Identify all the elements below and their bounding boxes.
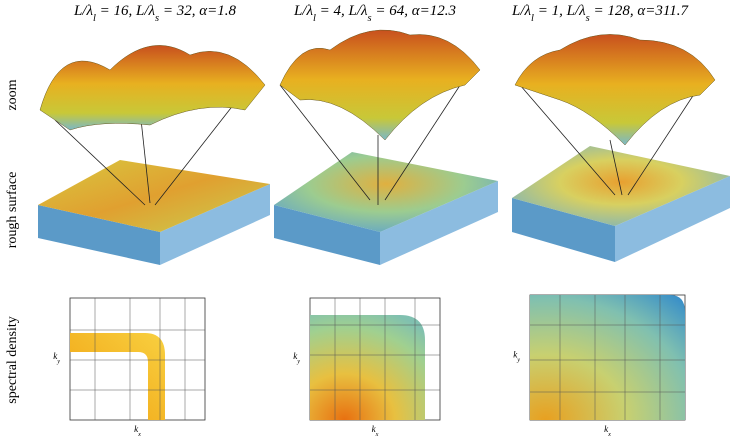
x-axis-label: kx	[604, 424, 611, 438]
subscript: x	[375, 431, 379, 438]
subscript: x	[607, 431, 611, 438]
spectral-plot	[70, 298, 205, 420]
figure: L/λl = 16, L/λs = 32, α=1.8 L/λl = 4, L/λ…	[0, 0, 740, 444]
surface-1	[38, 160, 270, 265]
x-axis-label: kx	[372, 424, 379, 438]
row-labels: zoom rough surface spectral density	[5, 79, 20, 403]
column-title: L/λl = 1, L/λs = 128, α=311.7	[511, 3, 689, 24]
spectral-plot	[310, 298, 440, 420]
column-title: L/λl = 16, L/λs = 32, α=1.8	[73, 3, 237, 24]
text-run: = 32, α=1.8	[159, 3, 236, 19]
row-label: spectral density	[5, 316, 20, 403]
zoom-surface	[515, 34, 715, 145]
text-run: = 128, α=311.7	[590, 3, 690, 19]
row-label: zoom	[5, 79, 20, 110]
subscript: x	[137, 431, 141, 438]
subscript: y	[516, 356, 520, 363]
column-title: L/λl = 4, L/λs = 64, α=12.3	[293, 3, 456, 24]
y-axis-label: ky	[513, 350, 520, 364]
y-axis-label: ky	[293, 351, 300, 365]
text-run: L/λ	[293, 3, 314, 19]
text-run: = 64, α=12.3	[372, 3, 456, 19]
x-axis-label: kx	[134, 424, 141, 438]
column-titles: L/λl = 16, L/λs = 32, α=1.8 L/λl = 4, L/λ…	[73, 3, 689, 24]
text-run: L/λ	[73, 3, 94, 19]
y-axis-label: ky	[53, 351, 60, 365]
subscript: y	[296, 358, 300, 365]
text-run: = 1, L/λ	[534, 3, 586, 19]
spectral-plot	[530, 295, 685, 420]
zoom-surface	[40, 45, 265, 130]
surface-3	[512, 146, 730, 262]
text-run: L/λ	[511, 3, 532, 19]
subscript: y	[56, 358, 60, 365]
text-run: = 16, L/λ	[96, 3, 156, 19]
surface-2	[274, 152, 498, 265]
row-label: rough surface	[5, 172, 20, 249]
text-run: = 4, L/λ	[316, 3, 368, 19]
